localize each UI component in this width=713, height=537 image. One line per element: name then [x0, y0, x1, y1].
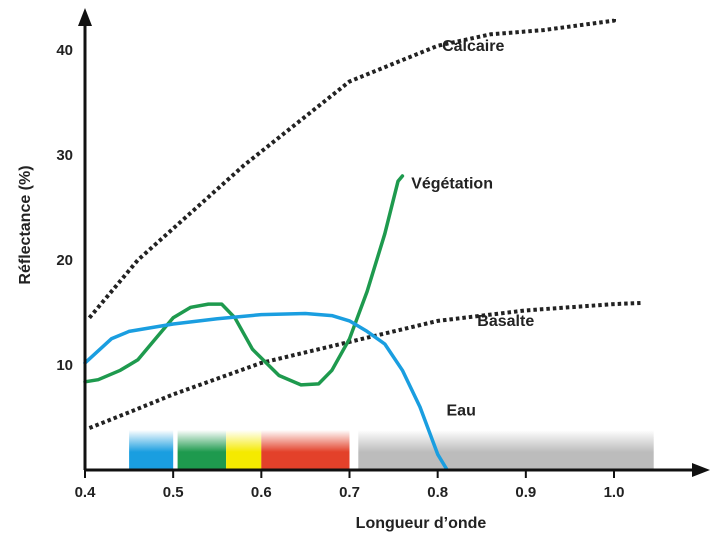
- series-calcaire-line: [87, 18, 616, 320]
- band-4: [358, 430, 654, 470]
- band-2: [226, 430, 262, 470]
- series-vgtation-line: [83, 174, 405, 387]
- x-tick-label: 0.5: [163, 484, 184, 501]
- series-labels: Calcaire Basalte Végétation Eau: [411, 38, 534, 419]
- x-tick-label: 0.6: [251, 484, 272, 501]
- band-3: [261, 430, 350, 470]
- axes: [78, 8, 710, 477]
- y-tick-label: 10: [56, 357, 73, 374]
- band-0: [129, 430, 174, 470]
- x-tick-label: 1.0: [604, 484, 625, 501]
- x-tick-label: 0.7: [339, 484, 360, 501]
- y-tick-label: 40: [56, 42, 73, 59]
- x-tick-label: 0.4: [75, 484, 97, 501]
- series-label-eau: Eau: [447, 402, 476, 419]
- x-axis-title: Longueur d’onde: [356, 515, 487, 532]
- x-axis-arrow-icon: [692, 463, 710, 477]
- series-label-basalte: Basalte: [477, 313, 534, 330]
- tick-labels: 0.4 0.5 0.6 0.7 0.8 0.9 1.0 10 20 30 40: [56, 42, 624, 501]
- spectral-bands: [129, 430, 654, 470]
- y-axis-arrow-icon: [78, 8, 92, 26]
- series-lines: [83, 18, 641, 471]
- y-tick-label: 30: [56, 147, 73, 164]
- series-eau-line: [83, 311, 449, 471]
- x-tick-label: 0.8: [427, 484, 448, 501]
- series-label-vgtation: Végétation: [411, 176, 493, 193]
- band-1: [177, 430, 227, 470]
- x-tick-label: 0.9: [515, 484, 536, 501]
- series-label-calcaire: Calcaire: [442, 38, 504, 55]
- y-tick-label: 20: [56, 252, 73, 269]
- y-axis-title: Réflectance (%): [17, 165, 34, 284]
